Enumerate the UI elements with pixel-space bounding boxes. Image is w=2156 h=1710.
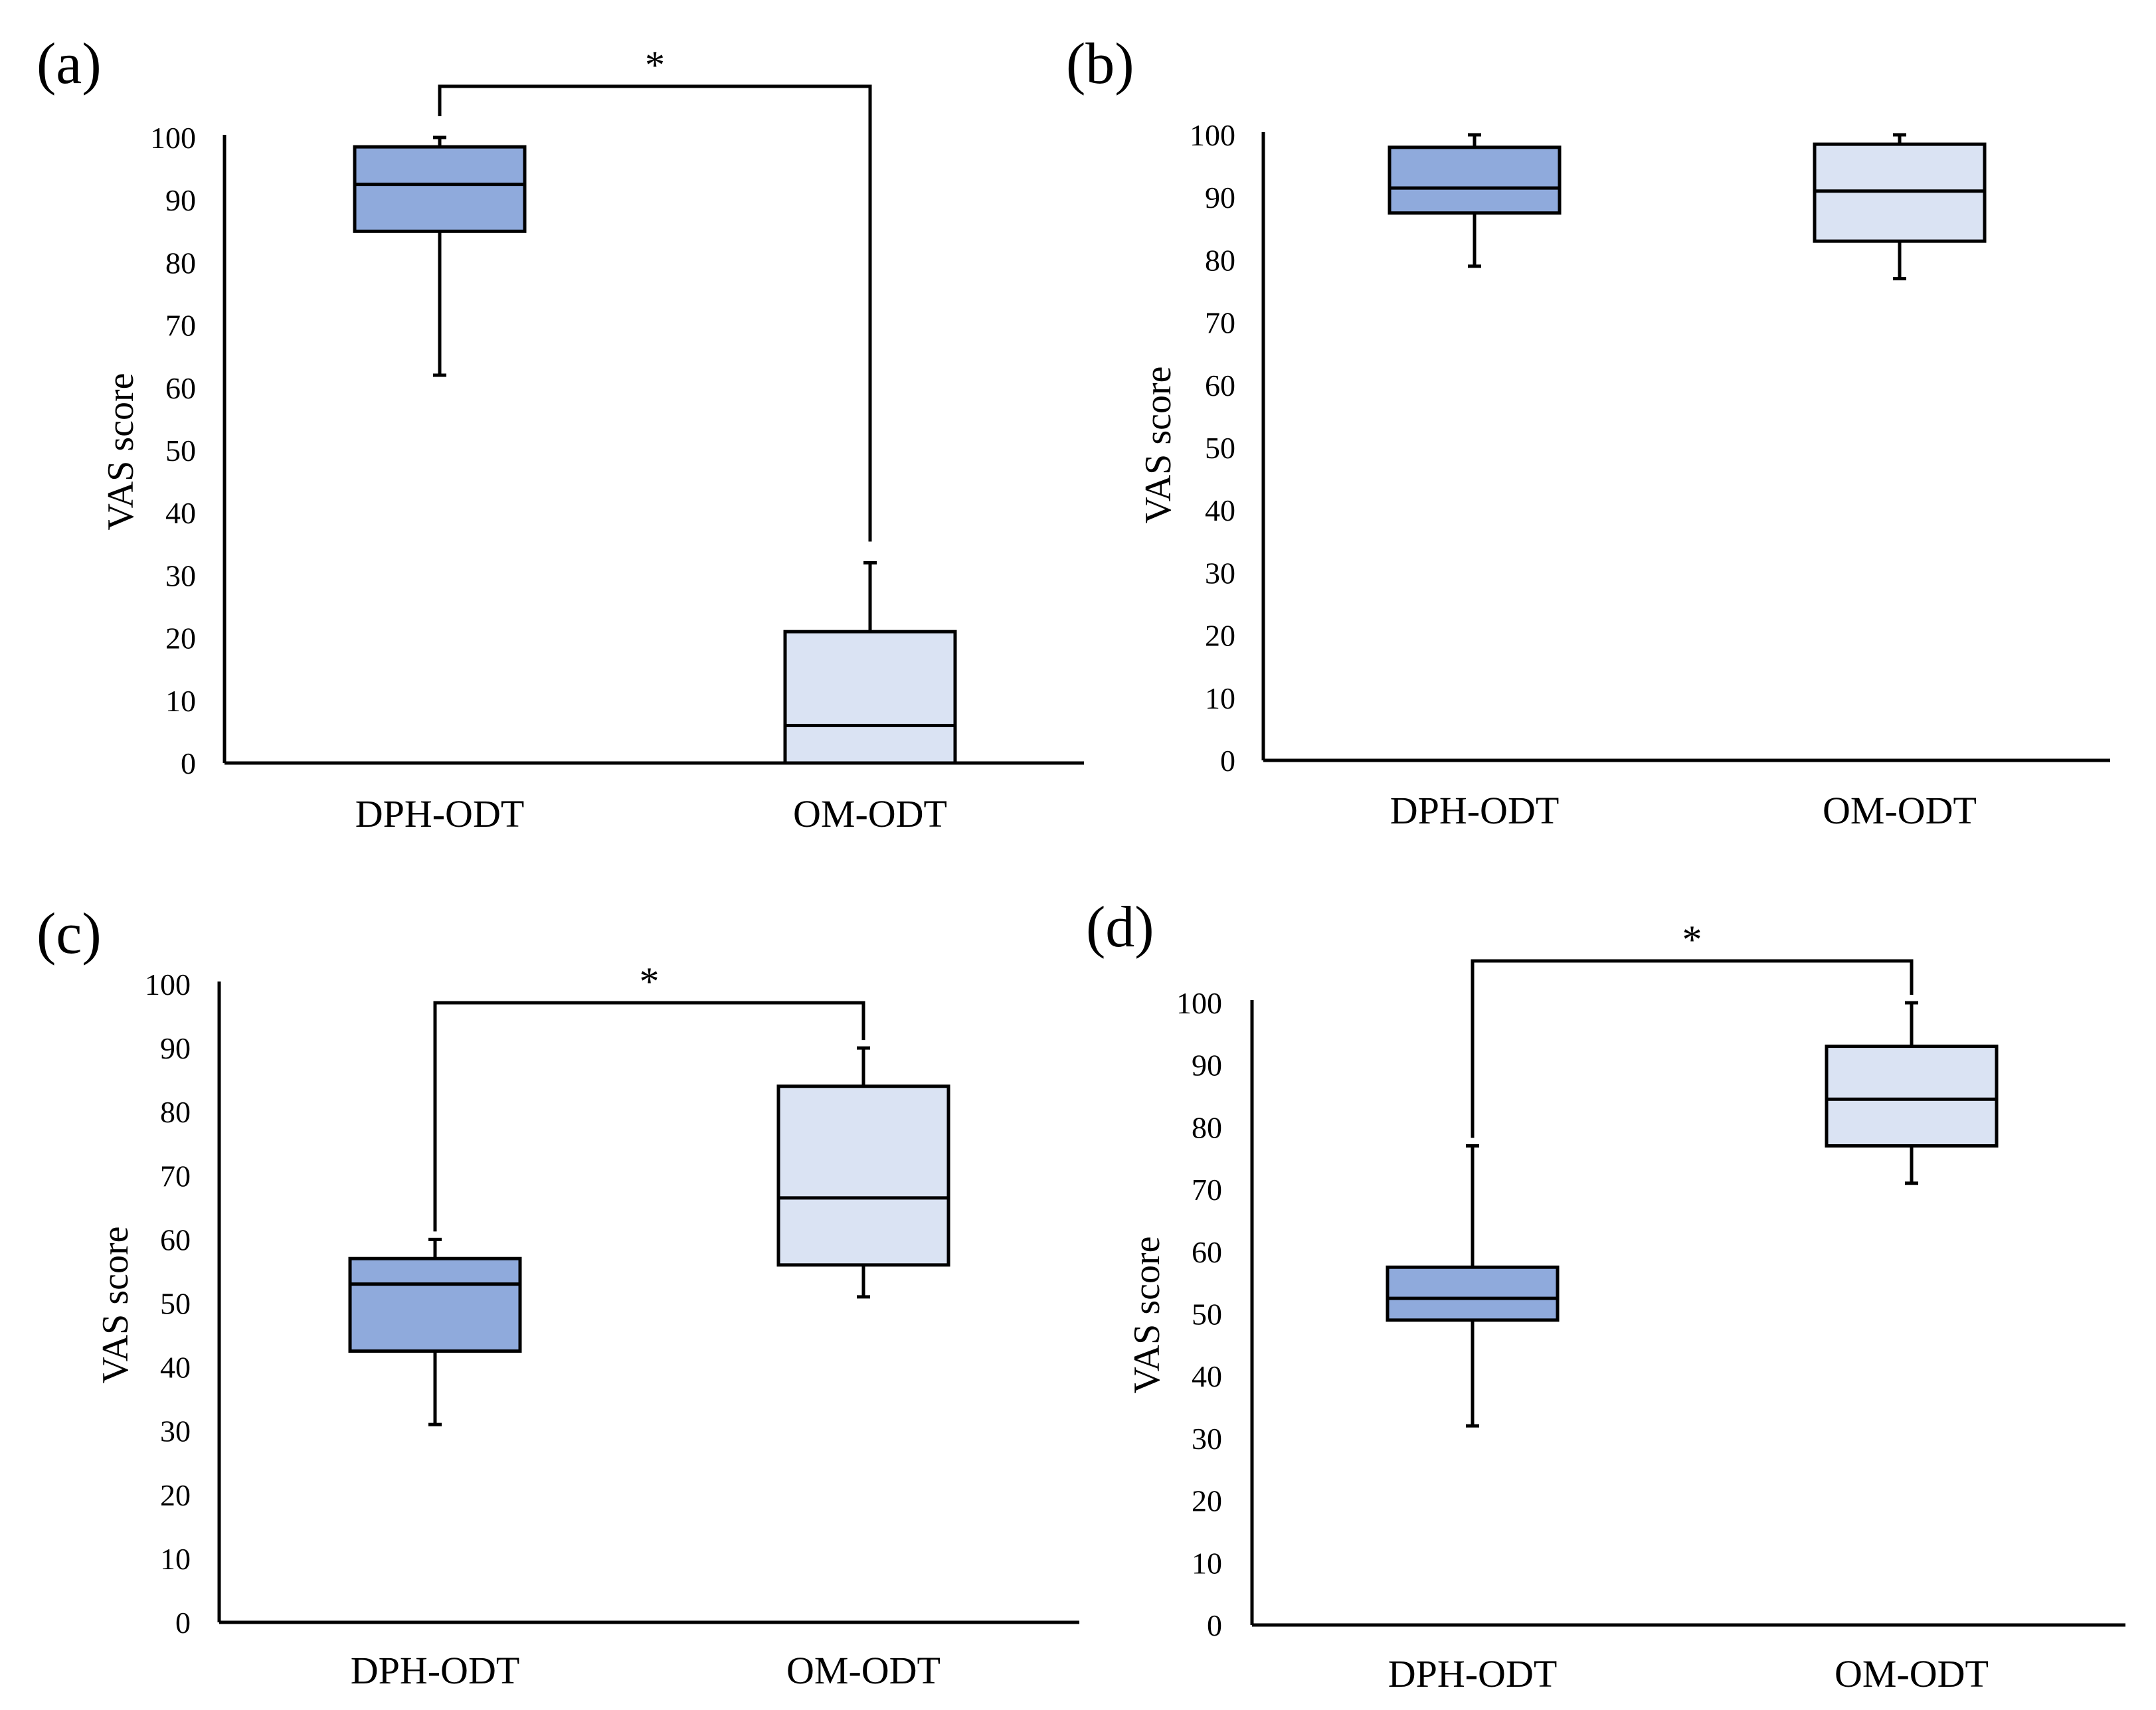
y-tick-label: 50 <box>1192 1298 1222 1331</box>
y-tick-label: 70 <box>165 309 196 343</box>
panel-d-letter: (d) <box>1086 895 1154 960</box>
y-tick-label: 10 <box>160 1542 191 1576</box>
category-label-dph: DPH-ODT <box>1388 1652 1558 1695</box>
y-tick-label: 70 <box>1205 306 1235 340</box>
y-tick-label: 60 <box>165 371 196 405</box>
panel-b: (b) VAS score 0 10 20 30 40 50 60 70 80 … <box>1066 32 2110 832</box>
y-tick-label: 100 <box>1176 986 1222 1020</box>
significance-star: * <box>645 43 665 87</box>
significance-bracket <box>1471 959 1914 1138</box>
box-dph-odt <box>353 145 527 233</box>
y-tick-label: 30 <box>160 1414 191 1448</box>
y-tick-label: 40 <box>1192 1359 1222 1393</box>
y-tick-label: 20 <box>1192 1484 1222 1518</box>
y-tick-label: 90 <box>1205 181 1235 214</box>
y-tick-label: 0 <box>181 746 196 780</box>
box-dph-odt <box>1388 145 1562 215</box>
y-tick-label: 40 <box>1205 493 1235 527</box>
category-label-dph: DPH-ODT <box>351 1649 520 1692</box>
y-tick-label: 90 <box>1192 1049 1222 1082</box>
panel-d: (d) VAS score 0 10 20 30 40 50 60 70 80 … <box>1086 895 2125 1695</box>
y-tick-label: 0 <box>1207 1608 1222 1642</box>
category-label-om: OM-ODT <box>786 1649 941 1692</box>
category-label-dph: DPH-ODT <box>355 792 525 835</box>
significance-bracket <box>438 84 872 542</box>
category-label-om: OM-ODT <box>793 792 947 835</box>
y-tick-label: 50 <box>160 1287 191 1321</box>
y-tick-label: 100 <box>150 121 196 155</box>
significance-star: * <box>640 960 660 1003</box>
y-tick-label: 80 <box>160 1095 191 1129</box>
y-tick-label: 50 <box>1205 431 1235 465</box>
y-tick-label: 20 <box>165 622 196 655</box>
y-tick-label: 30 <box>1192 1422 1222 1456</box>
box-om-odt <box>776 1084 950 1267</box>
panel-a-letter: (a) <box>37 32 102 96</box>
y-tick-label: 50 <box>165 434 196 468</box>
y-tick-label: 100 <box>145 968 191 1001</box>
y-tick-label: 0 <box>175 1606 191 1640</box>
panel-a-yticks: 0 10 20 30 40 50 60 70 80 90 100 <box>150 121 196 780</box>
y-tick-label: 80 <box>1192 1110 1222 1144</box>
y-tick-label: 20 <box>160 1478 191 1512</box>
y-tick-label: 60 <box>1192 1235 1222 1269</box>
y-tick-label: 70 <box>1192 1173 1222 1207</box>
y-tick-label: 60 <box>160 1223 191 1256</box>
y-tick-label: 80 <box>1205 243 1235 277</box>
panel-c: (c) VAS score 0 10 20 30 40 50 60 70 80 … <box>37 902 1079 1692</box>
significance-star: * <box>1682 918 1702 962</box>
y-tick-label: 90 <box>160 1031 191 1065</box>
y-tick-label: 10 <box>165 684 196 718</box>
panel-a: (a) VAS score 0 10 20 30 40 50 60 70 80 … <box>37 32 1084 835</box>
box-om-odt <box>783 630 957 765</box>
panel-c-ylabel: VAS score <box>95 1227 136 1384</box>
significance-bracket <box>433 1001 865 1232</box>
panel-d-yticks: 0 10 20 30 40 50 60 70 80 90 100 <box>1176 986 1222 1642</box>
panel-b-yticks: 0 10 20 30 40 50 60 70 80 90 100 <box>1190 118 1235 778</box>
panel-b-letter: (b) <box>1066 32 1134 96</box>
y-tick-label: 30 <box>1205 556 1235 590</box>
category-label-om: OM-ODT <box>1823 789 1977 832</box>
category-label-dph: DPH-ODT <box>1390 789 1560 832</box>
y-tick-label: 40 <box>165 496 196 530</box>
box-dph-odt <box>1386 1265 1560 1322</box>
y-tick-label: 0 <box>1220 744 1235 778</box>
y-tick-label: 40 <box>160 1351 191 1385</box>
y-tick-label: 90 <box>165 183 196 217</box>
panel-c-letter: (c) <box>37 902 102 966</box>
y-tick-label: 10 <box>1205 681 1235 715</box>
y-tick-label: 20 <box>1205 619 1235 653</box>
box-om-odt <box>1825 1045 1999 1148</box>
y-tick-label: 100 <box>1190 118 1235 152</box>
panel-d-ylabel: VAS score <box>1126 1237 1168 1394</box>
y-tick-label: 70 <box>160 1159 191 1193</box>
y-tick-label: 10 <box>1192 1546 1222 1580</box>
panel-a-ylabel: VAS score <box>100 373 141 531</box>
y-tick-label: 80 <box>165 246 196 280</box>
y-tick-label: 30 <box>165 558 196 592</box>
box-dph-odt <box>348 1256 522 1353</box>
panel-b-ylabel: VAS score <box>1138 367 1179 524</box>
category-label-om: OM-ODT <box>1835 1652 1989 1695</box>
y-tick-label: 60 <box>1205 369 1235 402</box>
panel-c-yticks: 0 10 20 30 40 50 60 70 80 90 100 <box>145 968 191 1640</box>
